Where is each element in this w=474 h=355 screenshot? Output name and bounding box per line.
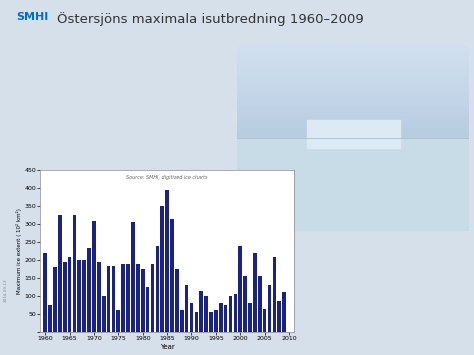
Bar [237, 125, 469, 129]
Bar [237, 88, 469, 92]
Bar [121, 264, 125, 332]
Bar [185, 285, 189, 332]
Bar [180, 310, 183, 332]
Bar [268, 285, 271, 332]
Bar [237, 134, 469, 138]
Bar [237, 78, 469, 83]
Bar [237, 65, 469, 69]
Bar [273, 257, 276, 332]
Bar [155, 246, 159, 332]
Bar [200, 291, 203, 332]
Bar [237, 102, 469, 106]
Bar [237, 51, 469, 55]
Bar [237, 83, 469, 88]
Bar [237, 55, 469, 60]
Bar [160, 206, 164, 332]
Bar [165, 190, 169, 332]
Text: Source: SMHI, digitized ice charts: Source: SMHI, digitized ice charts [127, 175, 208, 180]
Bar [204, 296, 208, 332]
Bar [77, 260, 81, 332]
Bar [228, 296, 232, 332]
Bar [237, 74, 469, 78]
Bar [58, 215, 62, 332]
Bar [224, 305, 228, 332]
Bar [253, 253, 257, 332]
Bar [146, 287, 149, 332]
Bar [73, 215, 76, 332]
Bar [48, 305, 52, 332]
Bar [170, 219, 174, 332]
Bar [111, 266, 115, 332]
Bar [263, 308, 266, 332]
Bar [190, 303, 193, 332]
Bar [219, 303, 223, 332]
Text: 2014-09-13: 2014-09-13 [3, 278, 7, 302]
Bar [136, 264, 140, 332]
Bar [43, 253, 47, 332]
Bar [209, 312, 213, 332]
Bar [237, 120, 469, 125]
Bar [237, 69, 469, 74]
Bar [237, 115, 469, 120]
X-axis label: Year: Year [160, 344, 174, 350]
Bar [237, 138, 469, 231]
Bar [87, 247, 91, 332]
Bar [63, 262, 66, 332]
Bar [97, 262, 100, 332]
Bar [92, 221, 96, 332]
Bar [107, 266, 110, 332]
Bar [258, 276, 262, 332]
Bar [307, 120, 400, 148]
Bar [277, 301, 281, 332]
Bar [53, 267, 57, 332]
Bar [237, 60, 469, 65]
Bar [131, 223, 135, 332]
Bar [141, 269, 145, 332]
Text: Östersjöns maximala isutbredning 1960–2009: Östersjöns maximala isutbredning 1960–20… [57, 12, 364, 26]
Bar [248, 303, 252, 332]
Bar [237, 106, 469, 111]
Bar [151, 264, 154, 332]
Y-axis label: Maximum ice extent ( 10² km²): Maximum ice extent ( 10² km²) [16, 208, 22, 294]
Bar [117, 310, 120, 332]
Bar [82, 260, 86, 332]
Bar [238, 246, 242, 332]
Bar [214, 310, 218, 332]
Bar [243, 276, 247, 332]
Bar [126, 264, 130, 332]
Text: SMHI: SMHI [17, 12, 49, 22]
Bar [102, 296, 106, 332]
Bar [237, 46, 469, 51]
Bar [237, 97, 469, 102]
Bar [283, 293, 286, 332]
Bar [237, 129, 469, 134]
Bar [237, 92, 469, 97]
Bar [175, 269, 179, 332]
Bar [237, 111, 469, 115]
Bar [194, 312, 198, 332]
Bar [234, 294, 237, 332]
Bar [68, 257, 72, 332]
